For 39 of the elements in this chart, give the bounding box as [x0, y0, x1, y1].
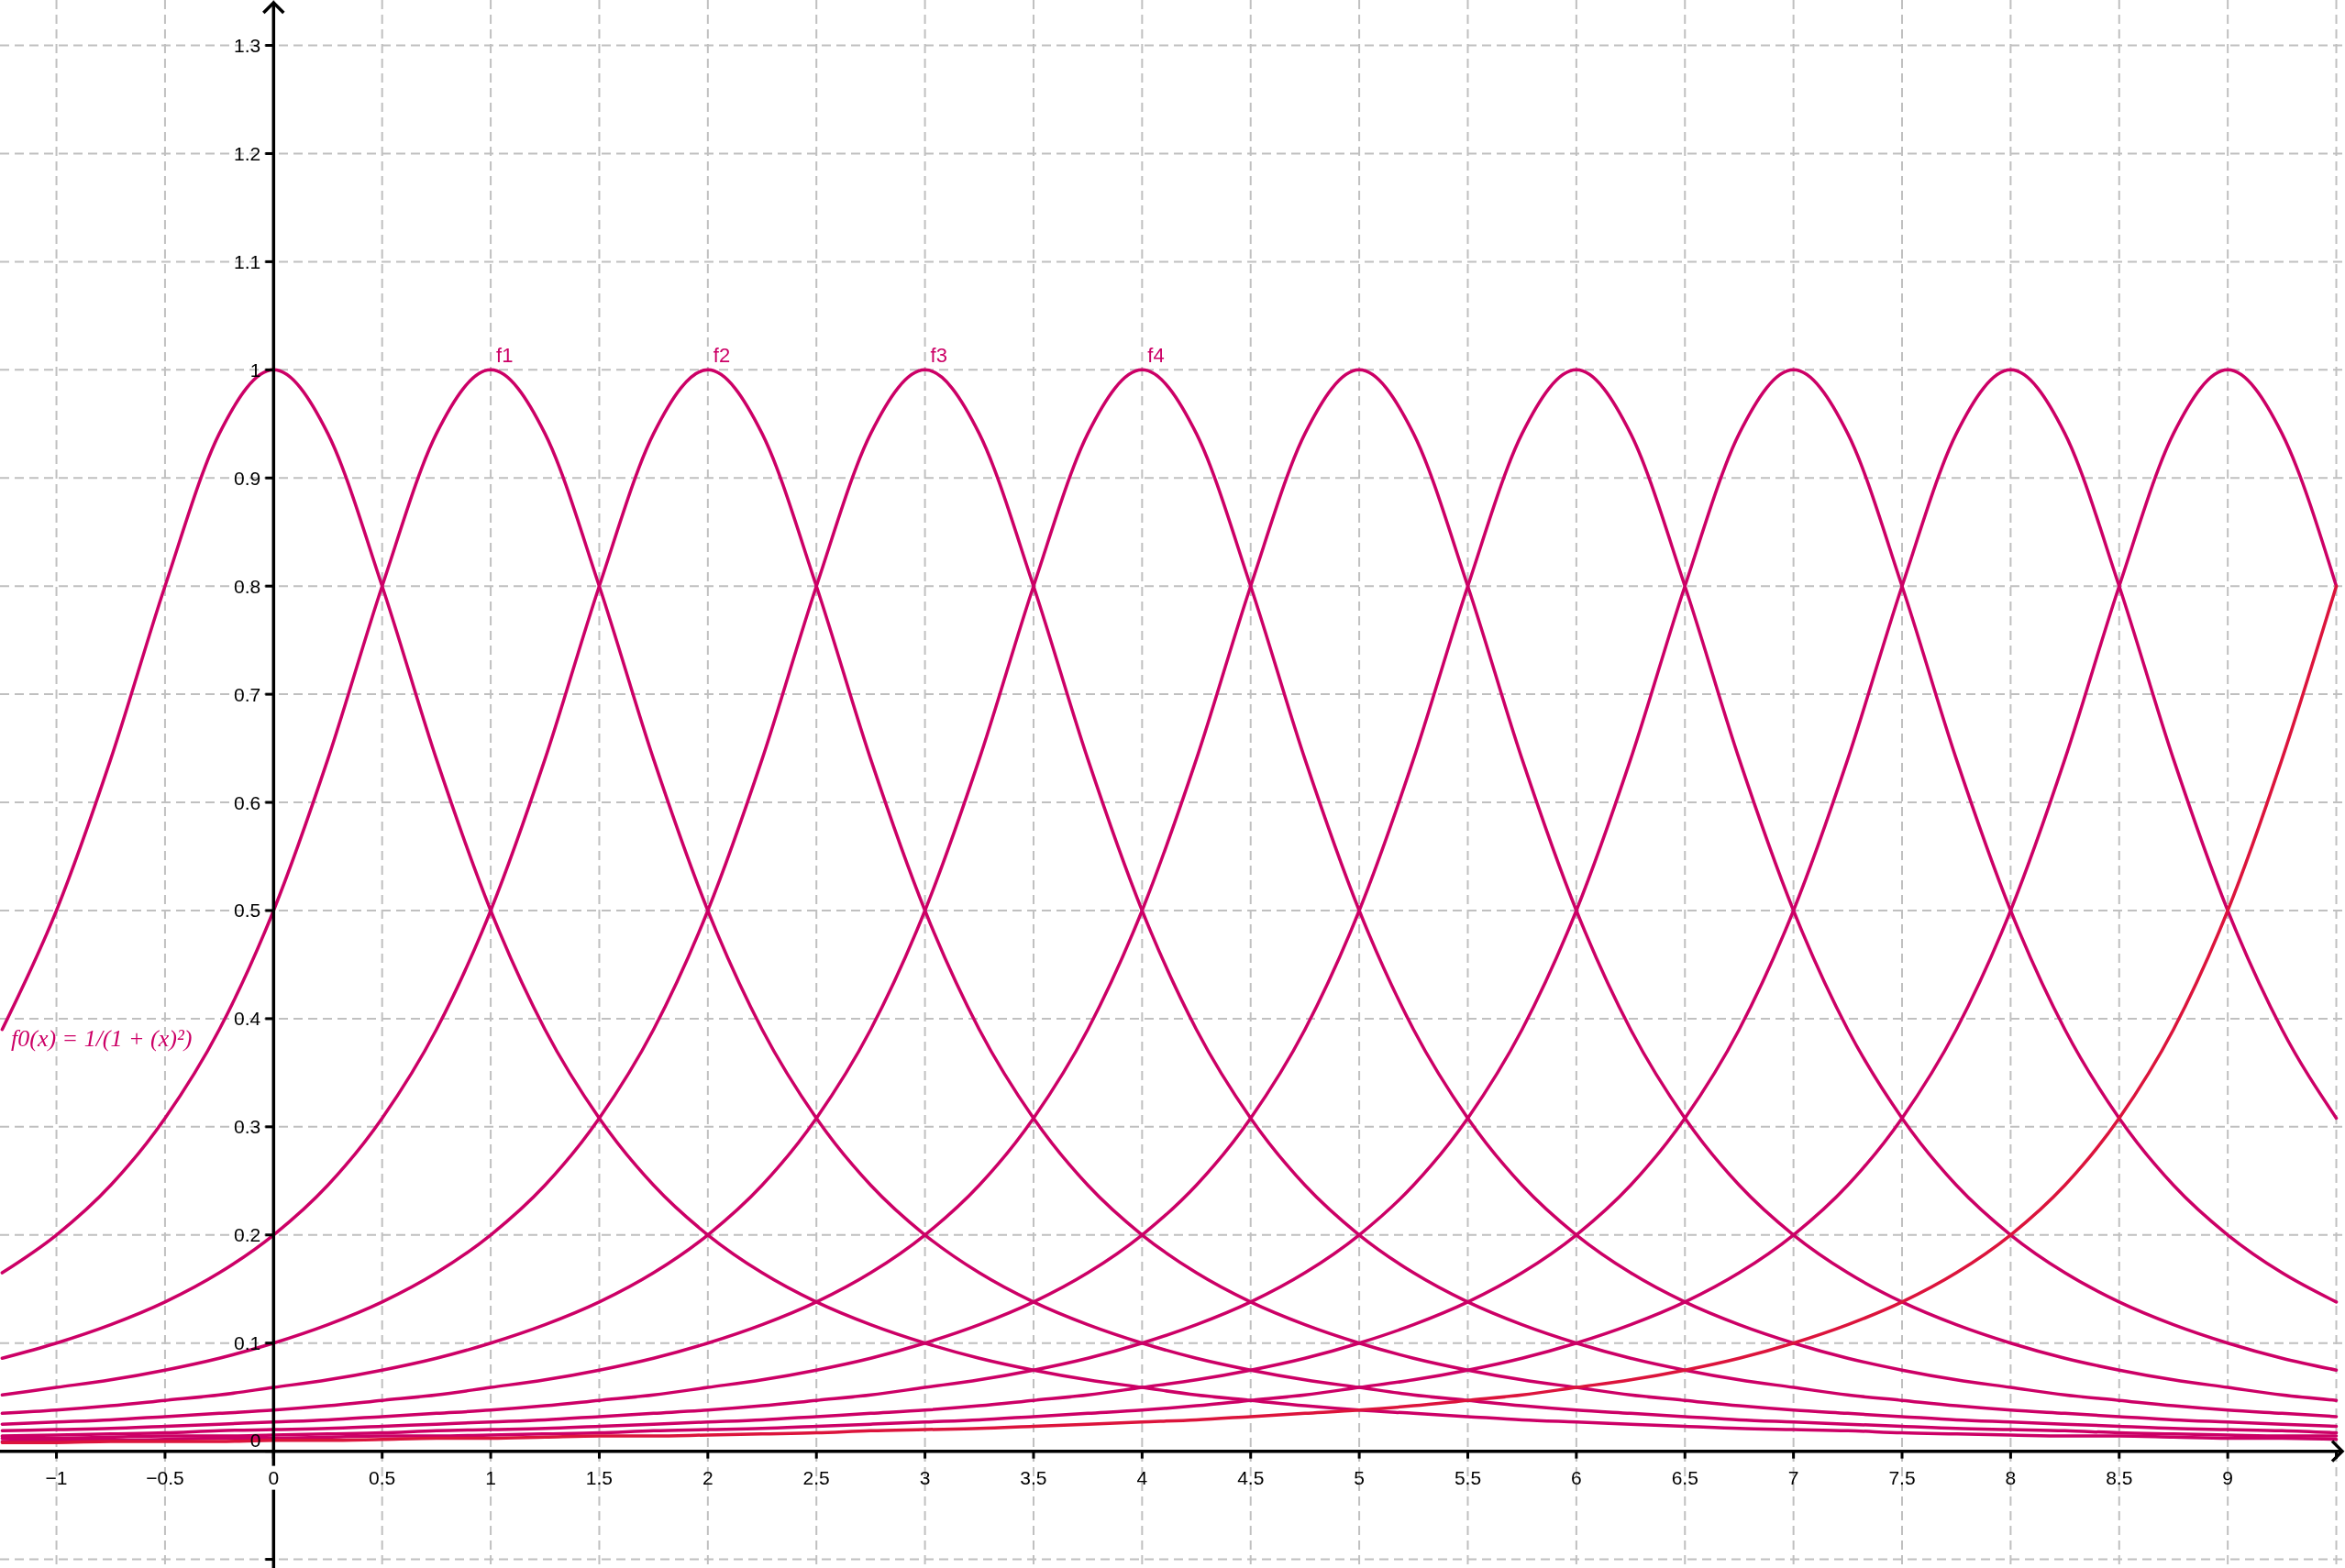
x-tick-label: 5 [1354, 1466, 1365, 1488]
y-tick-label: 1.3 [234, 35, 261, 57]
series-label: f1 [496, 344, 514, 368]
x-tick-label: 9 [2222, 1466, 2233, 1488]
y-tick-label: 0.7 [234, 683, 261, 705]
y-tick-label: 0.5 [234, 900, 261, 922]
x-tick-label: 0.5 [369, 1466, 396, 1488]
x-tick-label: −0.5 [146, 1466, 184, 1488]
x-tick-label: 3.5 [1020, 1466, 1047, 1488]
y-tick-label: 1.2 [234, 142, 261, 164]
x-tick-label: 1 [485, 1466, 496, 1488]
series-label: f3 [930, 344, 947, 368]
x-tick-label: 5.5 [1454, 1466, 1482, 1488]
x-tick-label: 4.5 [1237, 1466, 1265, 1488]
y-tick-label: 0.3 [234, 1116, 261, 1138]
y-tick-label: 0.9 [234, 467, 261, 489]
x-tick-label: 7 [1787, 1466, 1799, 1488]
y-tick-label: 0.6 [234, 791, 261, 813]
x-tick-label: 6.5 [1671, 1466, 1698, 1488]
x-tick-label: 8.5 [2106, 1466, 2133, 1488]
y-tick-label: 0.4 [234, 1008, 261, 1030]
y-tick-label: 0.1 [234, 1332, 261, 1354]
y-tick-label: 1.1 [234, 250, 261, 272]
y-tick-label: 1 [249, 359, 261, 381]
x-tick-label: 6 [1571, 1466, 1582, 1488]
x-tick-label: −1 [45, 1466, 68, 1488]
x-tick-label: 7.5 [1888, 1466, 1916, 1488]
series-label: f4 [1147, 344, 1165, 368]
series-label: f2 [713, 344, 731, 368]
x-tick-label: 3 [919, 1466, 931, 1488]
y-tick-label: 0.8 [234, 575, 261, 597]
x-tick-label: 8 [2005, 1466, 2017, 1488]
x-tick-label: 1.5 [585, 1466, 614, 1488]
x-tick-label: 2.5 [802, 1466, 830, 1488]
y-tick-label: 0.2 [234, 1224, 261, 1246]
x-tick-label: 0 [268, 1466, 280, 1488]
annotation: f0(x) = 1/(1 + (x)²) [11, 1025, 193, 1052]
x-tick-label: 4 [1136, 1466, 1148, 1488]
x-tick-label: 2 [702, 1466, 713, 1488]
